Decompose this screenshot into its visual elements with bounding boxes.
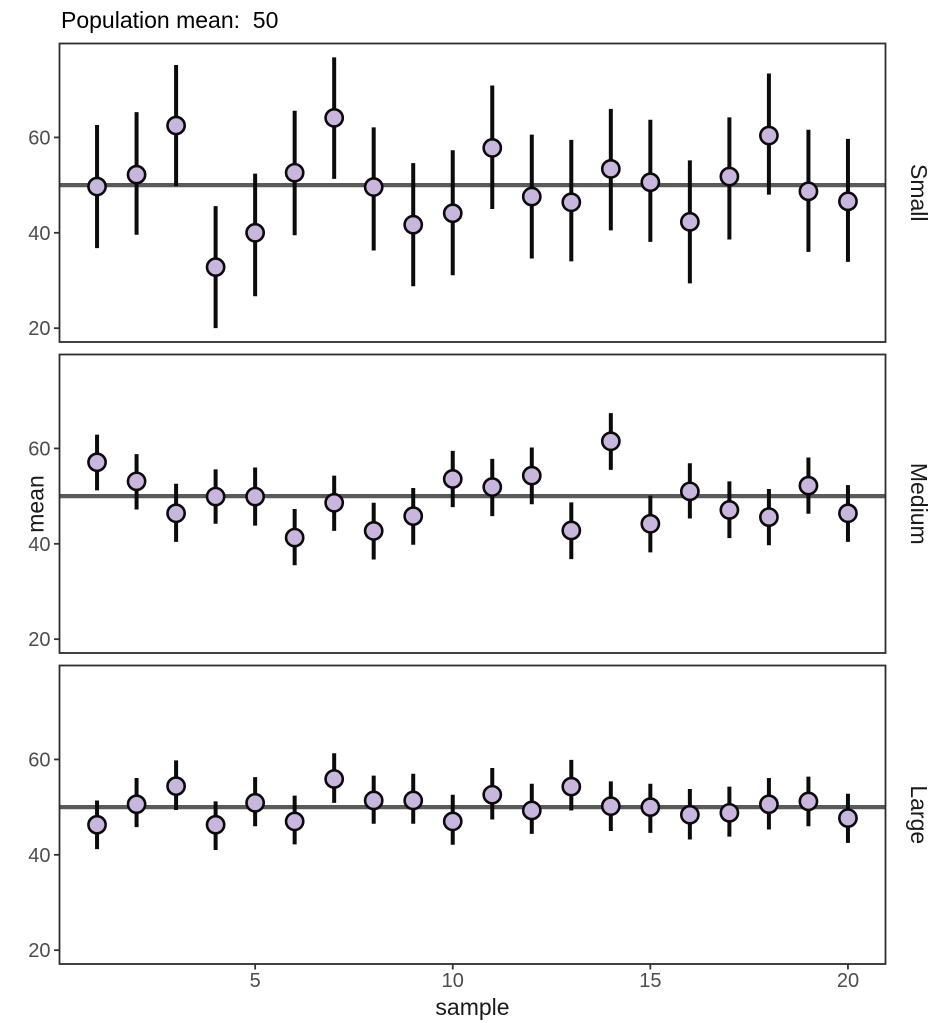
data-point	[482, 138, 503, 158]
y-tick-label: 60	[28, 749, 50, 771]
data-point	[126, 471, 147, 492]
data-point	[442, 203, 463, 224]
x-axis-title: sample	[435, 994, 510, 1020]
data-point	[600, 796, 621, 817]
panel-small: 20 40 60	[28, 42, 887, 343]
data-point	[521, 186, 542, 207]
facet-label-medium: Medium	[906, 463, 930, 545]
data-point	[126, 164, 147, 185]
data-point	[205, 486, 226, 507]
data-point	[838, 191, 858, 212]
data-point	[87, 176, 107, 197]
data-point	[640, 513, 661, 534]
data-point	[284, 811, 305, 832]
data-point	[679, 804, 700, 825]
data-point	[640, 172, 661, 193]
data-point	[205, 257, 226, 278]
data-point	[324, 769, 345, 789]
data-point	[87, 452, 107, 473]
data-point	[798, 791, 819, 812]
data-point	[759, 794, 779, 815]
y-tick-label: 60	[28, 438, 50, 460]
y-tick-label: 40	[28, 534, 50, 556]
data-point	[719, 802, 740, 823]
data-point	[600, 431, 621, 452]
y-tick-label: 20	[28, 940, 50, 962]
data-point	[403, 214, 424, 235]
data-point	[838, 503, 858, 524]
data-point	[126, 794, 147, 815]
data-point	[245, 486, 266, 507]
x-tick-label: 10	[442, 970, 464, 992]
panel-border	[58, 353, 887, 654]
y-tick-label: 40	[28, 223, 50, 245]
data-point	[245, 792, 266, 813]
data-point	[166, 776, 186, 797]
y-tick-label: 60	[28, 127, 50, 149]
data-point	[166, 503, 186, 524]
data-point	[561, 520, 582, 541]
data-point	[798, 181, 819, 202]
panel-border	[58, 664, 887, 965]
y-tick-label: 40	[28, 845, 50, 867]
data-point	[324, 492, 345, 513]
data-point	[798, 475, 819, 496]
plot-title: Population mean: 50	[61, 7, 279, 33]
x-tick-label: 20	[837, 970, 859, 992]
panel-medium: 20 40 60	[28, 353, 887, 654]
facet-label-large: Large	[906, 785, 930, 844]
data-point	[166, 115, 186, 136]
data-point	[324, 107, 345, 128]
facet-label-small: Small	[906, 164, 930, 222]
data-point	[442, 811, 463, 832]
panel-border	[58, 42, 887, 343]
data-point	[838, 808, 858, 828]
data-point	[284, 162, 305, 183]
data-point	[679, 211, 700, 232]
data-point	[403, 790, 424, 811]
data-point	[759, 507, 779, 528]
data-point	[561, 776, 582, 797]
data-point	[363, 521, 384, 541]
data-point	[679, 481, 700, 502]
data-point	[87, 814, 107, 835]
data-point	[205, 814, 226, 835]
data-point	[600, 159, 621, 179]
data-point	[561, 192, 582, 213]
data-point	[640, 797, 661, 818]
data-point	[521, 800, 542, 821]
data-point	[363, 790, 384, 811]
data-point	[759, 125, 779, 146]
data-point	[245, 222, 266, 243]
data-point	[719, 166, 740, 187]
data-point	[482, 477, 503, 497]
y-axis-title: mean	[22, 475, 49, 533]
data-point	[403, 506, 424, 527]
y-tick-label: 20	[28, 318, 50, 340]
x-tick-label: 5	[250, 970, 261, 992]
data-point	[363, 177, 384, 197]
y-tick-label: 20	[28, 629, 50, 651]
data-point	[719, 500, 740, 520]
data-point	[284, 527, 305, 548]
data-point	[521, 465, 542, 486]
data-point	[442, 469, 463, 489]
data-point	[482, 784, 503, 805]
x-tick-label: 15	[639, 970, 661, 992]
panel-large: 20 40 60	[28, 664, 887, 965]
